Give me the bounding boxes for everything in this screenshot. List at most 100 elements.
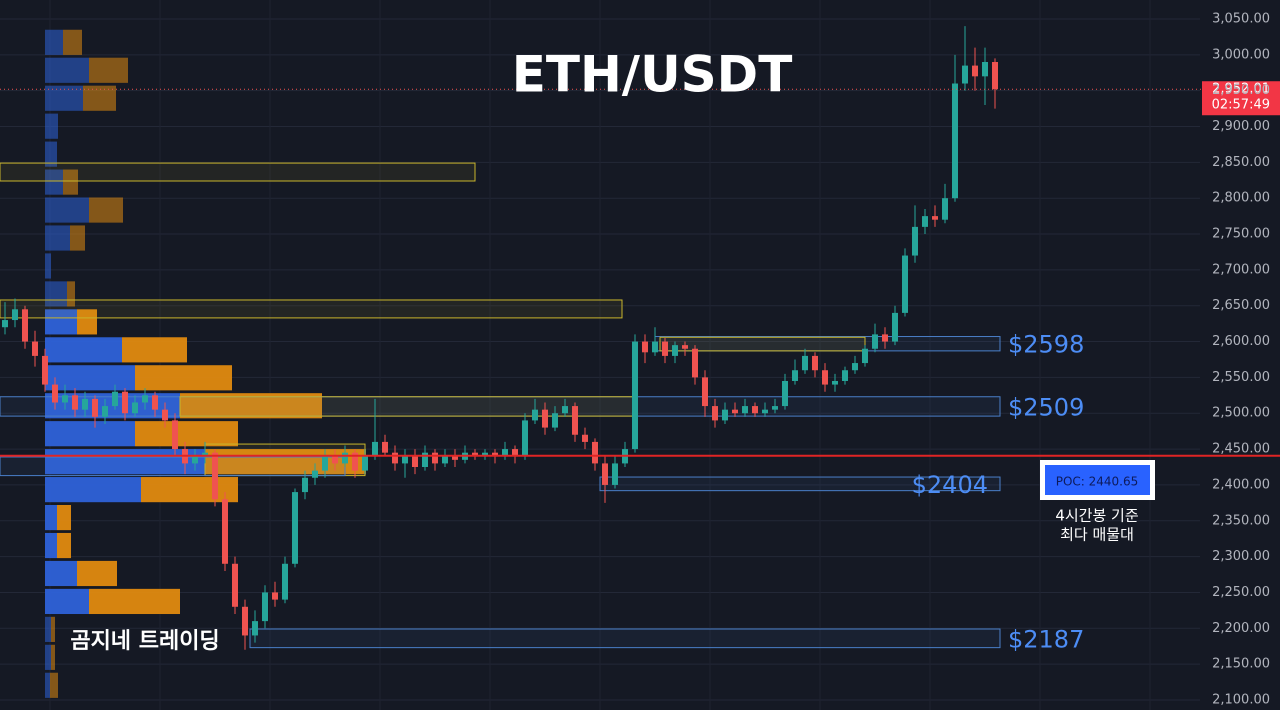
candle-body: [822, 370, 828, 385]
zone: [0, 162, 476, 182]
profile-up: [45, 449, 205, 475]
volume-profile: [45, 29, 366, 698]
profile-up: [45, 644, 51, 670]
candle-body: [402, 456, 408, 464]
profile-up: [45, 253, 51, 279]
candle-body: [742, 406, 748, 414]
candle-body: [172, 420, 178, 450]
candle-body: [502, 449, 508, 457]
profile-down: [89, 57, 128, 83]
profile-up: [45, 672, 50, 698]
candle-body: [222, 499, 228, 564]
profile-up: [45, 337, 122, 363]
candle-body: [2, 320, 8, 328]
candle-body: [532, 409, 538, 421]
candle-body: [82, 398, 88, 410]
candle-body: [902, 255, 908, 313]
candle-body: [662, 341, 668, 356]
candle-body: [202, 452, 208, 457]
y-tick-label: 2,750.00: [1212, 227, 1270, 242]
y-tick-label: 2,800.00: [1212, 191, 1270, 206]
candle-body: [842, 370, 848, 381]
candle-body: [932, 216, 938, 220]
profile-up: [45, 57, 89, 83]
poc-note: 최다 매물대: [1060, 526, 1134, 544]
candle-body: [682, 345, 688, 349]
profile-up: [45, 421, 135, 447]
candle-body: [342, 452, 348, 464]
candle-body: [702, 377, 708, 407]
profile-down: [77, 309, 97, 335]
candle-body: [152, 395, 158, 410]
y-tick-label: 3,000.00: [1212, 47, 1270, 62]
poc-box: [1045, 465, 1150, 495]
candle-body: [762, 409, 768, 414]
profile-down: [180, 393, 322, 419]
candle-body: [852, 363, 858, 371]
profile-up: [45, 365, 135, 391]
profile-down: [67, 281, 75, 307]
profile-down: [63, 29, 82, 55]
candle-body: [62, 395, 68, 403]
poc-label: POC: 2440.65: [1056, 475, 1139, 489]
candle-body: [442, 456, 448, 464]
candle-body: [602, 463, 608, 485]
candle-body: [922, 216, 928, 227]
profile-down: [63, 169, 78, 195]
y-tick-label: 2,600.00: [1212, 334, 1270, 349]
profile-down: [57, 504, 71, 531]
profile-up: [45, 141, 57, 167]
candle-body: [102, 406, 108, 417]
y-tick-label: 2,300.00: [1212, 549, 1270, 564]
candle-body: [792, 370, 798, 381]
profile-down: [50, 672, 58, 698]
profile-down: [77, 560, 117, 587]
candle-body: [162, 409, 168, 421]
zone: [599, 476, 1001, 492]
candle-body: [652, 341, 658, 353]
y-tick-label: 2,450.00: [1212, 442, 1270, 457]
candle-body: [632, 341, 638, 450]
countdown: 02:57:49: [1212, 98, 1270, 113]
candle-body: [562, 406, 568, 414]
profile-down: [122, 337, 187, 363]
profile-up: [45, 225, 70, 251]
candle-body: [992, 62, 998, 90]
profile-down: [70, 225, 85, 251]
y-tick-label: 2,650.00: [1212, 298, 1270, 313]
profile-up: [45, 532, 57, 559]
candle-body: [322, 456, 328, 471]
candle-body: [262, 592, 268, 622]
candle-body: [722, 409, 728, 421]
candle-body: [452, 456, 458, 460]
zone: [249, 628, 1001, 649]
profile-up: [45, 169, 63, 195]
zone-label: $2187: [1008, 625, 1084, 653]
y-tick-label: 3,050.00: [1212, 11, 1270, 26]
profile-up: [45, 588, 89, 615]
candle-body: [92, 398, 98, 417]
candle-body: [962, 65, 968, 84]
zone-label: $2404: [912, 471, 988, 499]
zone: [659, 336, 866, 352]
profile-up: [45, 85, 83, 111]
candle-body: [422, 452, 428, 468]
y-tick-label: 2,400.00: [1212, 477, 1270, 492]
y-tick-label: 2,900.00: [1212, 119, 1270, 134]
profile-down: [135, 421, 238, 447]
candle-body: [292, 492, 298, 564]
profile-down: [83, 85, 116, 111]
watermark: 곰지네 트레이딩: [70, 629, 219, 654]
candle-body: [42, 355, 48, 385]
profile-down: [135, 365, 232, 391]
candle-body: [362, 456, 368, 471]
candle-body: [862, 348, 868, 364]
candle-body: [552, 413, 558, 428]
candle-body: [372, 441, 378, 457]
candle-body: [942, 198, 948, 220]
candle-body: [832, 380, 838, 385]
zone: [0, 456, 346, 477]
profile-down: [51, 616, 55, 642]
